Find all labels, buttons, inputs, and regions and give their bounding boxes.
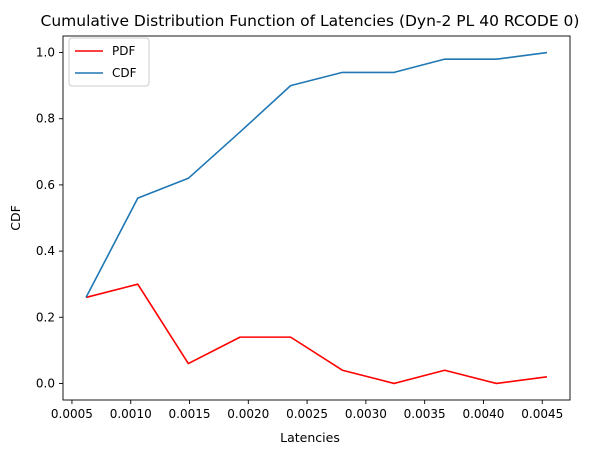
y-axis-ticks: 0.0 0.2 0.4 0.6 0.8 1.0 — [36, 46, 63, 390]
series-line-pdf — [85, 283, 548, 385]
y-tick-label: 0.8 — [36, 112, 55, 126]
x-tick-label: 0.0045 — [521, 407, 563, 421]
y-tick-label: 0.4 — [36, 244, 55, 258]
y-tick-label: 1.0 — [36, 46, 55, 60]
plot-frame — [62, 35, 571, 401]
plot-area — [62, 35, 571, 401]
y-tick-label: 0.0 — [36, 376, 55, 390]
x-tick-label: 0.0015 — [169, 407, 211, 421]
series-line-cdf — [85, 51, 548, 298]
x-tick-label: 0.0005 — [51, 407, 93, 421]
x-tick-label: 0.0010 — [110, 407, 152, 421]
x-tick-label: 0.0020 — [227, 407, 269, 421]
y-axis-label: CDF — [8, 205, 23, 231]
legend-label-pdf: PDF — [112, 44, 135, 58]
x-tick-label: 0.0030 — [345, 407, 387, 421]
x-axis-label: Latencies — [280, 430, 340, 445]
chart-title: Cumulative Distribution Function of Late… — [41, 12, 580, 30]
legend: PDF CDF — [68, 37, 150, 87]
legend-label-cdf: CDF — [112, 66, 137, 80]
y-tick-label: 0.6 — [36, 178, 55, 192]
legend-box — [68, 37, 150, 87]
y-tick-label: 0.2 — [36, 310, 55, 324]
x-tick-label: 0.0040 — [462, 407, 504, 421]
x-axis-ticks: 0.0005 0.0010 0.0015 0.0020 0.0025 0.0030 0.00… — [51, 400, 563, 421]
x-tick-label: 0.0035 — [404, 407, 446, 421]
x-tick-label: 0.0025 — [286, 407, 328, 421]
